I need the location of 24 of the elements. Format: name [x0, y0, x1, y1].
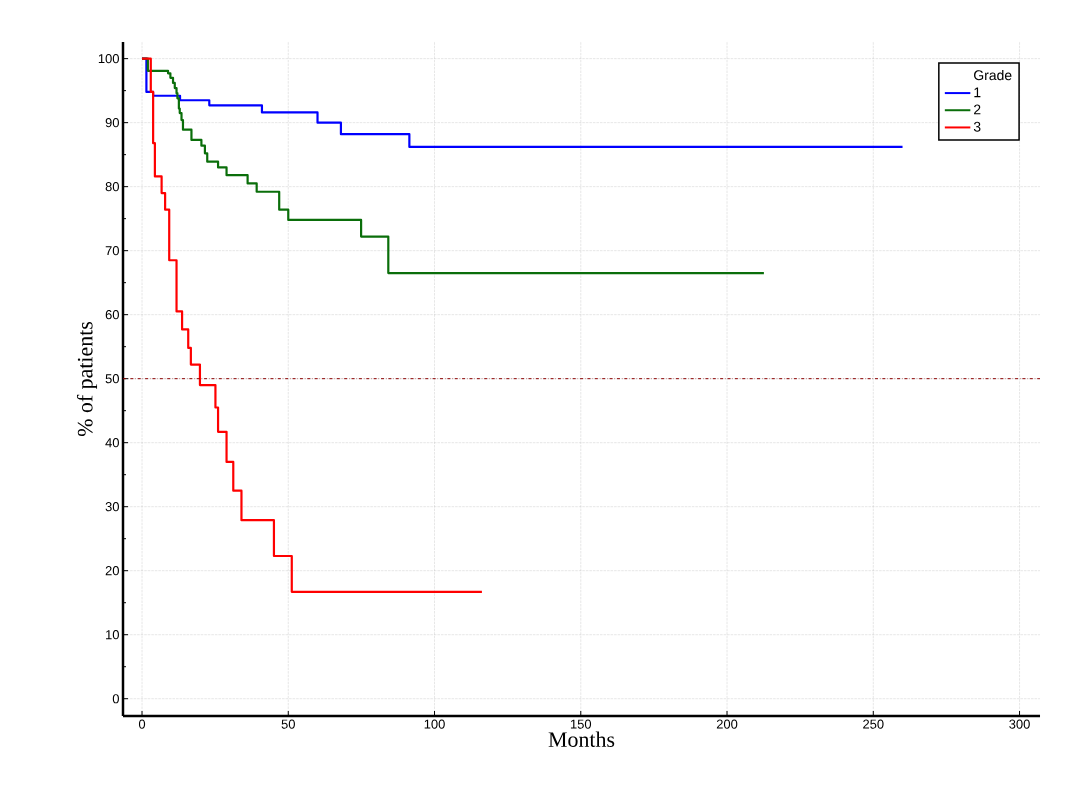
y-tick-label: 30 — [105, 502, 119, 512]
y-tick-label: 80 — [105, 182, 119, 192]
y-tick-label: 20 — [105, 566, 119, 576]
legend-title: Grade — [974, 69, 1012, 81]
legend-label: 1 — [974, 87, 981, 98]
y-tick-label: 90 — [105, 118, 119, 128]
x-tick-label: 50 — [281, 719, 295, 729]
y-tick-label: 50 — [105, 374, 119, 384]
legend-label: 3 — [973, 121, 981, 132]
y-tick-label: 100 — [98, 54, 119, 64]
x-tick-label: 150 — [570, 719, 592, 729]
x-tick-label: 200 — [716, 719, 738, 729]
y-tick-label: 70 — [105, 246, 119, 256]
x-tick-label: 100 — [424, 719, 445, 729]
x-tick-label: 300 — [1009, 719, 1030, 729]
y-tick-label: 60 — [105, 310, 119, 320]
x-tick-label: 0 — [138, 719, 146, 729]
y-tick-label: 10 — [106, 630, 119, 640]
x-axis-title: Months — [548, 731, 615, 747]
y-axis-title: % of patients — [76, 321, 98, 437]
y-tick-label: 0 — [112, 694, 119, 704]
legend-label: 2 — [974, 104, 981, 115]
y-tick-label: 40 — [105, 438, 119, 448]
x-tick-label: 250 — [863, 719, 884, 729]
